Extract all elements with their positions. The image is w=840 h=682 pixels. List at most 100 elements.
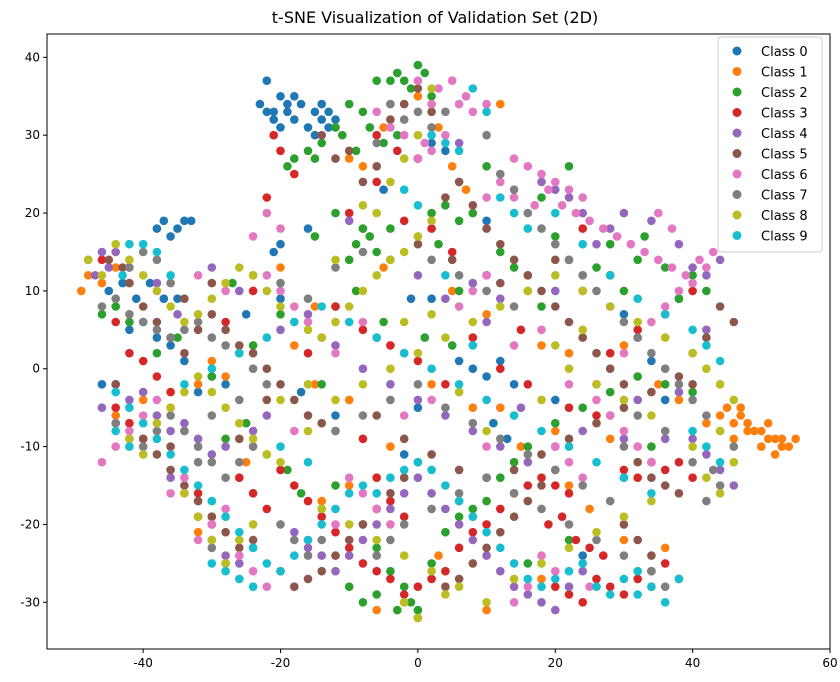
point-class-9 (180, 465, 189, 475)
point-class-4 (454, 520, 464, 529)
point-class-3 (482, 520, 491, 529)
point-class-8 (262, 286, 272, 296)
point-class-7 (180, 325, 189, 335)
point-class-5 (262, 364, 272, 374)
point-class-5 (537, 286, 546, 296)
point-class-7 (235, 395, 244, 405)
point-class-5 (221, 527, 230, 537)
point-class-6 (331, 348, 340, 358)
point-class-0 (173, 294, 182, 304)
point-class-0 (310, 130, 320, 140)
point-class-7 (166, 411, 175, 420)
point-class-7 (193, 317, 203, 327)
point-class-2 (379, 317, 388, 327)
point-class-5 (619, 403, 629, 413)
point-class-9 (537, 582, 546, 591)
point-class-7 (633, 333, 642, 342)
point-class-2 (441, 201, 450, 210)
point-class-5 (454, 177, 464, 187)
point-class-7 (537, 224, 546, 233)
point-class-2 (317, 138, 327, 148)
point-class-7 (97, 302, 107, 311)
point-class-1 (770, 450, 780, 459)
point-class-8 (537, 395, 546, 405)
point-class-4 (578, 208, 587, 218)
point-class-8 (138, 271, 148, 280)
point-class-1 (111, 263, 120, 272)
point-class-1 (83, 271, 93, 280)
point-class-8 (344, 302, 354, 311)
point-class-4 (386, 380, 395, 389)
y-tick-label: 20 (25, 206, 40, 220)
point-class-3 (454, 543, 464, 553)
point-class-2 (338, 130, 347, 140)
point-class-6 (578, 193, 587, 202)
point-class-8 (729, 457, 739, 467)
point-class-9 (441, 138, 450, 148)
point-class-3 (372, 473, 382, 483)
point-class-6 (585, 582, 594, 591)
point-class-4 (578, 566, 587, 576)
point-class-4 (399, 489, 409, 498)
point-class-5 (674, 489, 684, 498)
point-class-5 (180, 481, 189, 490)
point-class-8 (372, 271, 382, 280)
point-class-7 (674, 380, 684, 389)
point-class-1 (654, 380, 663, 389)
point-class-4 (90, 271, 100, 280)
point-class-8 (578, 286, 587, 296)
point-class-1 (241, 457, 251, 467)
legend-label: Class 2 (761, 86, 808, 101)
point-class-9 (468, 84, 478, 93)
point-class-9 (592, 457, 601, 467)
point-class-4 (537, 598, 546, 607)
point-class-1 (736, 411, 745, 420)
point-class-7 (551, 239, 560, 249)
point-class-3 (386, 341, 395, 350)
point-class-7 (358, 411, 368, 420)
point-class-0 (324, 123, 333, 132)
point-class-1 (660, 543, 670, 553)
point-class-5 (235, 341, 244, 350)
legend-marker (732, 231, 742, 240)
point-class-1 (290, 341, 299, 350)
point-class-9 (633, 590, 642, 599)
point-class-8 (193, 372, 203, 381)
point-class-7 (221, 341, 230, 350)
point-class-3 (358, 325, 368, 335)
point-class-5 (290, 395, 299, 405)
point-class-9 (138, 239, 148, 249)
point-class-0 (152, 224, 162, 233)
point-class-8 (331, 317, 340, 327)
point-class-9 (509, 208, 519, 218)
point-class-0 (241, 310, 251, 319)
point-class-9 (427, 130, 436, 140)
point-class-2 (331, 481, 340, 490)
point-class-8 (523, 286, 533, 296)
point-class-2 (393, 130, 402, 140)
point-class-8 (221, 403, 230, 413)
point-class-5 (262, 395, 272, 405)
point-class-0 (303, 123, 313, 132)
point-class-8 (207, 535, 217, 545)
point-class-2 (152, 348, 162, 358)
point-class-8 (647, 411, 656, 420)
point-class-4 (468, 535, 478, 545)
point-class-6 (468, 286, 478, 296)
point-class-8 (454, 582, 464, 591)
point-class-8 (317, 504, 327, 514)
point-class-5 (180, 348, 189, 358)
point-class-7 (688, 395, 697, 405)
point-class-2 (344, 582, 354, 591)
point-class-5 (496, 239, 505, 249)
point-class-6 (537, 169, 546, 179)
point-class-7 (276, 278, 285, 288)
legend-label: Class 5 (761, 148, 808, 163)
x-tick-label: -20 (271, 656, 291, 670)
point-class-9 (193, 481, 203, 490)
point-class-8 (427, 84, 436, 93)
point-class-9 (509, 559, 519, 568)
point-class-8 (399, 247, 409, 257)
point-class-5 (317, 566, 327, 576)
